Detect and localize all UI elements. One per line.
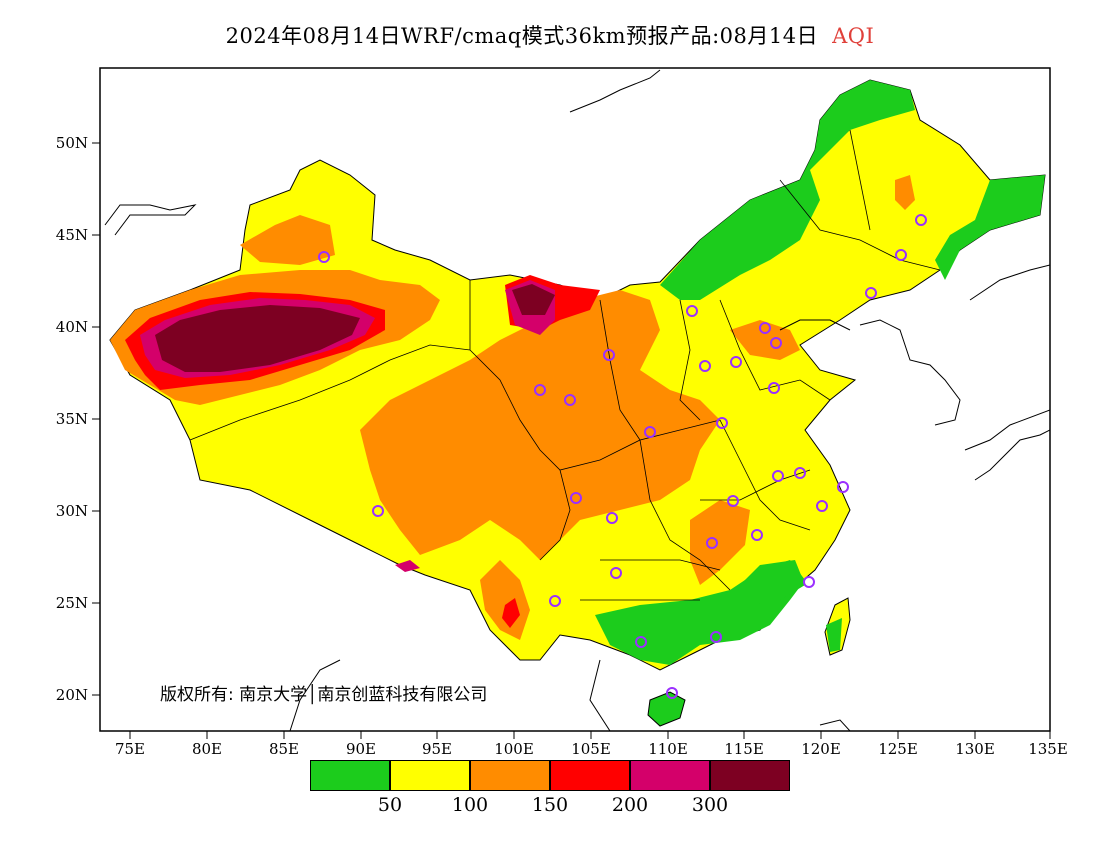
x-tick-label: 125E	[878, 740, 918, 758]
y-axis	[92, 142, 100, 696]
x-tick-label: 75E	[115, 740, 145, 758]
badain-hazardous	[512, 284, 555, 315]
northeast-orange	[895, 175, 915, 210]
legend-label: 150	[531, 794, 569, 816]
y-tick-label: 30N	[56, 502, 88, 520]
legend-label: 300	[691, 794, 729, 816]
hunan-orange	[690, 500, 750, 585]
east-orange	[730, 320, 800, 360]
hainan-island	[647, 691, 686, 727]
y-tick-label: 20N	[56, 686, 88, 704]
x-tick-label: 110E	[648, 740, 688, 758]
map-layers	[104, 69, 1050, 731]
yunnan-red	[502, 598, 520, 628]
southwest-orange	[480, 560, 530, 640]
legend-label: 100	[451, 794, 489, 816]
x-tick-label: 90E	[346, 740, 376, 758]
tibet-purple	[395, 560, 420, 572]
y-tick-label: 25N	[56, 594, 88, 612]
x-tick-label: 120E	[801, 740, 841, 758]
y-tick-label: 50N	[56, 134, 88, 152]
legend-swatch-good	[310, 760, 390, 791]
x-tick-label: 80E	[192, 740, 222, 758]
central-orange	[360, 290, 720, 560]
x-axis	[129, 731, 1051, 739]
taiwan-south-good	[826, 618, 842, 652]
y-tick-label: 35N	[56, 410, 88, 428]
legend-label: 50	[377, 794, 403, 816]
legend-swatch-sensitive	[470, 760, 550, 791]
y-tick-label: 45N	[56, 226, 88, 244]
coastlines	[104, 69, 1050, 731]
title-variable: AQI	[832, 24, 875, 48]
tianshan-orange	[240, 215, 335, 265]
taklimakan-hazardous	[155, 305, 360, 372]
legend-swatch-very-unhealthy	[630, 760, 710, 791]
province-borders	[189, 129, 941, 601]
station-markers	[318, 214, 927, 699]
x-tick-label: 95E	[422, 740, 452, 758]
chart-title: 2024年08月14日WRF/cmaq模式36km预报产品:08月14日 AQI	[0, 20, 1100, 50]
fujian-good	[735, 560, 805, 605]
heilongjiang-east-good	[935, 175, 1045, 280]
y-tick-labels: 50N 45N 40N 35N 30N 25N 20N	[56, 134, 88, 704]
plot-border	[99, 67, 1051, 732]
x-tick-labels: 75E 80E 85E 90E 95E 100E 105E 110E 115E …	[115, 740, 1068, 758]
x-tick-label: 100E	[494, 740, 534, 758]
legend-swatch-hazardous	[710, 760, 790, 791]
x-tick-label: 105E	[571, 740, 611, 758]
x-tick-label: 130E	[955, 740, 995, 758]
x-tick-label: 135E	[1028, 740, 1068, 758]
legend-swatch-moderate	[390, 760, 470, 791]
title-main: 2024年08月14日WRF/cmaq模式36km预报产品:08月14日	[225, 24, 819, 48]
copyright-notice: 版权所有: 南京大学│南京创蓝科技有限公司	[160, 685, 488, 705]
y-tick-label: 40N	[56, 318, 88, 336]
legend-label: 200	[611, 794, 649, 816]
legend-swatch-unhealthy	[550, 760, 630, 791]
x-tick-label: 85E	[269, 740, 299, 758]
x-tick-label: 115E	[724, 740, 764, 758]
